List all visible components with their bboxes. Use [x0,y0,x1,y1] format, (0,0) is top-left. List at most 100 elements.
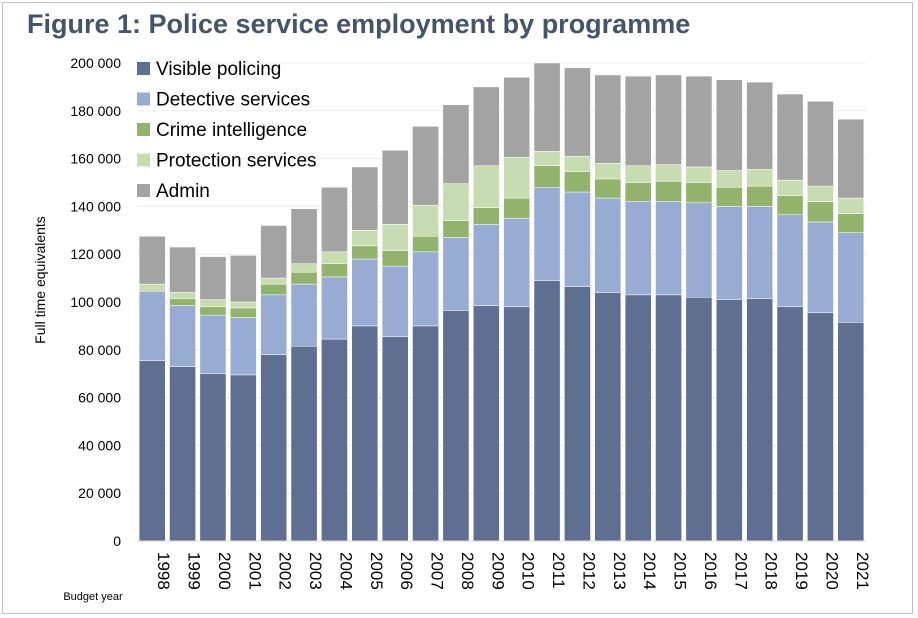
legend-label: Detective services [156,90,310,111]
x-tick-label: 2020 [822,552,841,590]
bar-segment [321,251,348,265]
bar-segment [503,197,530,219]
bar-segment [230,255,257,303]
x-tick-label: 2008 [458,552,477,590]
bar-segment [442,310,470,542]
bar-segment [655,74,682,165]
bar-segment [169,246,196,293]
bar-segment [381,265,409,337]
y-tick-label: 160 000 [70,151,121,167]
bar-segment [381,149,409,225]
bar-segment [685,166,713,183]
x-tick-label: 2010 [519,552,538,590]
bar-segment [199,314,227,374]
bar-segment [260,294,287,355]
y-tick-label: 20 000 [78,485,121,501]
bars [138,62,865,542]
bar-segment [807,100,834,187]
bar-segment [655,201,682,296]
y-axis-label: Full time equivalents [32,216,48,344]
bar-segment [746,169,773,187]
x-tick-label: 2017 [731,552,750,590]
bar-segment [837,232,865,323]
bar-segment [230,317,257,376]
bar-segment [412,325,439,542]
bar-segment [381,336,409,542]
bar-segment [564,155,591,172]
bar-segment [442,237,470,311]
x-tick-label: 2003 [306,552,325,590]
bar-segment [412,251,439,327]
y-tick-labels: 0 20 000 40 000 60 000 80 000 100 000 120 000 1… [70,55,121,549]
bar-segment [776,306,804,542]
bar-segment [442,183,470,221]
bar-segment [351,245,379,260]
bar-segment [533,187,561,281]
x-tick-label: 2015 [671,552,690,590]
bar-segment [290,345,318,542]
bar-segment [169,305,196,367]
x-tick-label: 2014 [640,552,659,590]
bar-segment [746,206,773,299]
bar-segment [381,250,409,267]
bar-segment [655,164,682,182]
bar-segment [655,294,682,542]
x-tick-label: 2005 [367,552,386,590]
bar-segment [746,298,773,542]
bar-segment [533,151,561,167]
bar-segment [230,307,257,318]
x-tick-label: 2011 [549,552,568,589]
y-tick-label: 200 000 [70,55,121,71]
bar-segment [503,218,530,308]
gridlines [137,62,866,494]
bar-segment [746,81,773,170]
bar-segment [564,286,591,542]
bar-segment [503,77,530,158]
bar-segment [594,292,622,542]
bar-segment [260,354,287,542]
bar-segment [776,214,804,308]
x-axis-label: Budget year [63,591,123,603]
x-tick-label: 2016 [701,552,720,590]
legend-swatch [137,123,150,136]
bar-segment [807,201,834,223]
bar-segment [290,271,318,285]
x-tick-label: 2012 [579,552,598,590]
y-tick-label: 40 000 [78,437,121,453]
bar-segment [230,374,257,542]
legend: Visible policing Detective services Crime … [137,59,317,202]
bar-segment [442,104,470,184]
bar-segment [169,366,196,542]
bar-segment [321,263,348,278]
bar-segment [260,225,287,279]
bar-segment [381,224,409,251]
bar-segment [624,165,652,183]
bar-segment [564,191,591,287]
bar-segment [594,178,622,199]
bar-segment [503,157,530,199]
bar-segment [169,292,196,299]
bar-segment [412,126,439,206]
bar-segment [716,170,743,188]
bar-segment [807,312,834,542]
y-tick-label: 120 000 [70,246,121,262]
chart-title: Figure 1: Police service employment by p… [27,9,691,39]
bar-segment [624,201,652,296]
y-tick-label: 140 000 [70,198,121,214]
bar-segment [473,86,500,167]
legend-label: Admin [156,181,210,202]
bar-segment [412,236,439,253]
bar-segment [685,75,713,168]
bar-segment [837,322,865,542]
x-tick-label: 2021 [853,552,872,590]
bar-segment [716,206,743,300]
bar-segment [351,166,379,231]
x-tick-label: 2013 [610,552,629,590]
bar-segment [260,277,287,285]
legend-swatch [137,62,150,75]
bar-segment [533,165,561,188]
bar-segment [138,236,166,285]
bar-segment [685,296,713,542]
bar-segment [624,182,652,202]
